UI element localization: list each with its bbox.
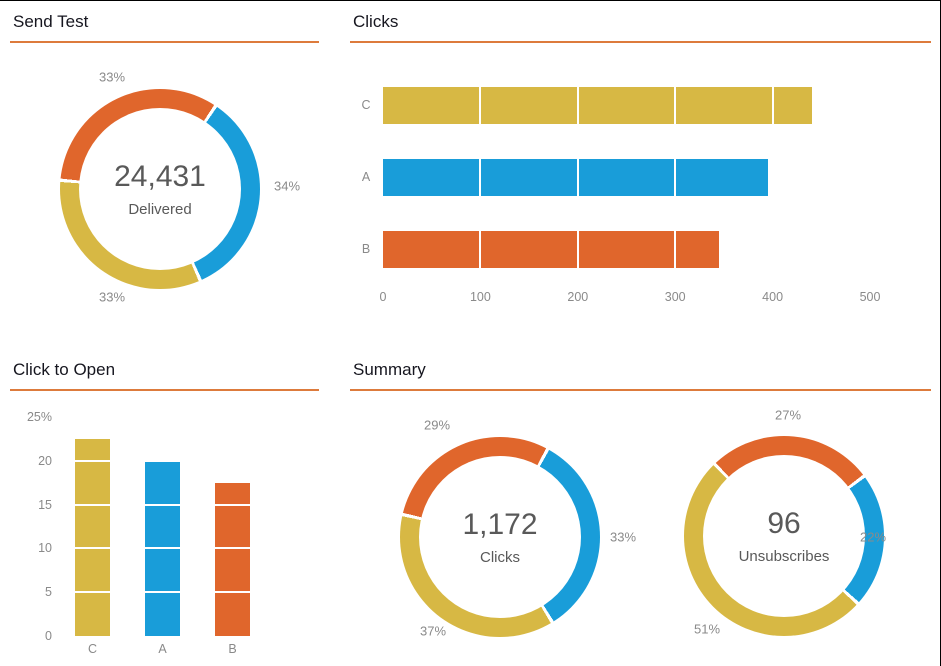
send-test-segment-label-blue: 34% [273, 178, 301, 194]
clicks-count: 1,172 [462, 507, 538, 541]
send-test-segment-label-orange: 33% [98, 69, 126, 85]
column-b [215, 482, 250, 636]
send-test-donut-center: 24,431 Delivered [79, 108, 241, 270]
click-to-open-y-axis: 0 5 10 15 20 25% [10, 410, 52, 643]
y-axis-tick-label: 15 [38, 497, 52, 512]
summary-clicks-segment-label-orange: 29% [423, 417, 451, 433]
x-axis-tick-label: 400 [762, 290, 784, 304]
y-axis-tick-label: 25% [26, 410, 52, 424]
x-axis-tick-label: 100 [469, 290, 491, 304]
category-label-a: A [361, 170, 371, 184]
y-axis-tick-label: 5 [45, 585, 52, 600]
category-label-c: C [87, 642, 98, 656]
bar-row-a: A [362, 159, 870, 196]
category-label-c: C [361, 98, 371, 112]
unsubscribes-label: Unsubscribes [738, 547, 830, 565]
bar-b [383, 231, 720, 268]
click-to-open-column-chart [65, 417, 260, 636]
summary-unsubscribes-segment-label-yellow: 51% [693, 621, 721, 637]
summary-clicks-donut-center: 1,172 Clicks [419, 456, 581, 618]
y-axis-tick-label: 10 [38, 541, 52, 556]
send-test-segment-label-yellow: 33% [98, 289, 126, 305]
panel-clicks: Clicks C A B 0 100 200 300 400 500 [350, 9, 931, 349]
category-label-a: A [158, 642, 167, 656]
category-label-b: B [228, 642, 237, 656]
panel-title-clicks: Clicks [350, 9, 931, 43]
panel-click-to-open: Click to Open 0 5 10 15 20 25% C A B [10, 357, 319, 657]
summary-clicks-segment-label-blue: 33% [609, 529, 637, 545]
delivered-count: 24,431 [114, 159, 206, 193]
panel-title-click-to-open: Click to Open [10, 357, 319, 391]
clicks-x-axis: 0 100 200 300 400 500 [379, 290, 881, 306]
click-to-open-category-axis: C A B [65, 642, 260, 658]
panel-summary: Summary 1,172 Clicks 29% 33% 37% 96 Unsu… [350, 357, 931, 657]
panel-title-summary: Summary [350, 357, 931, 391]
y-axis-tick-label: 20 [38, 453, 52, 468]
bar-a [383, 159, 768, 196]
x-axis-tick-label: 500 [859, 290, 881, 304]
bar-row-c: C [361, 87, 870, 124]
x-axis-tick-label: 300 [664, 290, 686, 304]
y-axis-tick-label: 0 [45, 629, 52, 643]
column-c [75, 438, 110, 636]
summary-unsubscribes-donut-center: 96 Unsubscribes [703, 455, 865, 617]
summary-unsubscribes-donut-chart: 96 Unsubscribes [684, 436, 884, 636]
panel-send-test: Send Test 24,431 Delivered 33% 34% 33% [10, 9, 319, 349]
unsubscribes-count: 96 [767, 506, 801, 540]
panel-title-send-test: Send Test [10, 9, 319, 43]
bar-c [383, 87, 812, 124]
clicks-label: Clicks [480, 548, 520, 566]
delivered-label: Delivered [128, 200, 192, 218]
summary-clicks-segment-label-yellow: 37% [419, 623, 447, 639]
bar-row-b: B [362, 231, 870, 268]
x-axis-tick-label: 0 [379, 290, 387, 304]
x-axis-tick-label: 200 [567, 290, 589, 304]
column-a [145, 460, 180, 636]
summary-clicks-donut-chart: 1,172 Clicks [400, 437, 600, 637]
summary-unsubscribes-segment-label-blue: 22% [859, 529, 887, 545]
send-test-donut-chart: 24,431 Delivered [60, 89, 260, 289]
summary-unsubscribes-segment-label-orange: 27% [774, 407, 802, 423]
clicks-bar-chart: C A B 0 100 200 300 400 500 [361, 78, 881, 318]
category-label-b: B [361, 242, 371, 256]
